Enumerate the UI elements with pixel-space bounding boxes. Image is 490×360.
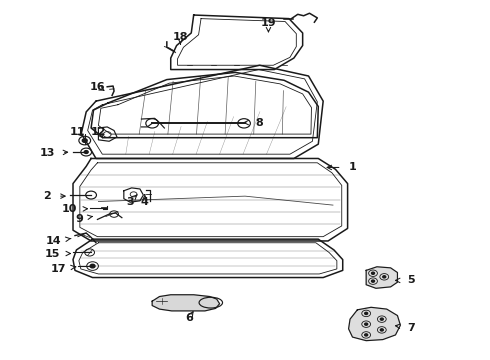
Text: 9: 9: [75, 214, 93, 224]
Text: 4: 4: [141, 194, 149, 207]
Circle shape: [90, 264, 95, 268]
Text: 2: 2: [43, 191, 65, 201]
Text: 1: 1: [327, 162, 356, 172]
Polygon shape: [366, 267, 397, 288]
Text: 7: 7: [395, 323, 415, 333]
Text: 6: 6: [185, 312, 193, 323]
Circle shape: [371, 272, 374, 274]
Text: 11: 11: [70, 127, 86, 136]
Text: 5: 5: [395, 275, 415, 285]
Text: 19: 19: [261, 18, 276, 32]
Text: 3: 3: [126, 195, 137, 207]
Text: 16: 16: [90, 82, 105, 92]
Text: 15: 15: [44, 248, 71, 258]
Text: 13: 13: [39, 148, 68, 158]
Circle shape: [365, 323, 368, 325]
Circle shape: [365, 312, 368, 315]
Text: 10: 10: [61, 204, 88, 215]
Text: 18: 18: [173, 32, 188, 44]
Polygon shape: [152, 295, 220, 311]
Circle shape: [84, 150, 88, 153]
Circle shape: [82, 139, 87, 142]
Text: 14: 14: [46, 236, 71, 246]
Circle shape: [380, 318, 383, 320]
Text: 8: 8: [244, 118, 264, 128]
Circle shape: [380, 329, 383, 331]
Text: 12: 12: [91, 127, 106, 138]
Text: 17: 17: [50, 264, 76, 274]
Circle shape: [365, 334, 368, 336]
Circle shape: [371, 280, 374, 282]
Circle shape: [383, 276, 386, 278]
Polygon shape: [348, 307, 400, 341]
